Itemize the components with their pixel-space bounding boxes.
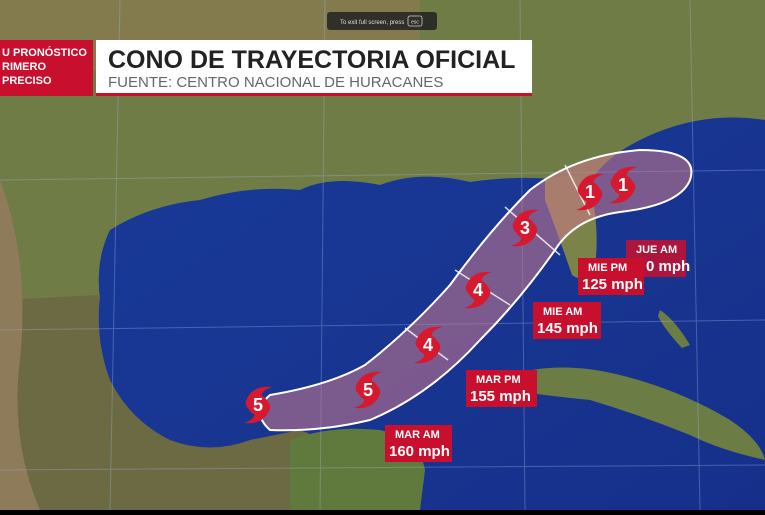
storm-category: 4 <box>473 280 483 300</box>
label-wind: 0 mph <box>646 258 690 275</box>
subtitle: FUENTE: CENTRO NACIONAL DE HURACANES <box>108 74 443 91</box>
storm-category: 5 <box>253 395 263 415</box>
fullscreen-notice <box>327 12 437 30</box>
land-bahamas <box>658 310 690 348</box>
label-wind: 125 mph <box>582 276 643 293</box>
hurricane-eye <box>580 182 600 202</box>
storm-marker: 4 <box>414 326 442 364</box>
land-mountains <box>0 180 40 510</box>
label-wind: 145 mph <box>537 320 598 337</box>
label-time: MIE AM <box>543 306 582 318</box>
label-time: MAR PM <box>476 374 521 386</box>
hurricane-eye <box>418 335 438 355</box>
storm-marker: 5 <box>354 371 382 409</box>
badge <box>0 40 93 96</box>
hurricane-eye <box>613 175 633 195</box>
forecast-labels: JUE AM 0 mph MAR AM 160 mph MAR PM 155 mph MIE… <box>385 240 690 462</box>
label-box <box>385 425 452 462</box>
storm-marker: 5 <box>244 386 272 424</box>
storm-category: 5 <box>363 380 373 400</box>
storm-category: 1 <box>585 182 595 202</box>
storm-marker: 3 <box>511 209 539 247</box>
label-time: MIE PM <box>588 262 627 274</box>
hurricane-eye <box>358 380 378 400</box>
storm-markers: 5 5 4 4 3 1 1 <box>244 166 637 424</box>
storm-marker: 1 <box>576 173 604 211</box>
label-box <box>578 258 644 295</box>
badge-line: PRECISO <box>2 75 52 87</box>
label-box <box>533 302 601 339</box>
storm-marker: 4 <box>464 271 492 309</box>
label-time: JUE AM <box>636 244 677 256</box>
fullscreen-text: To exit full screen, press <box>340 20 404 26</box>
badge-line: RIMERO <box>2 61 46 73</box>
hurricane-eye <box>515 218 535 238</box>
title-box <box>96 40 532 96</box>
esc-key <box>407 15 423 27</box>
badge-line: U PRONÓSTICO <box>2 46 87 59</box>
land-mexico <box>0 295 345 510</box>
storm-category: 4 <box>423 335 433 355</box>
storm-category: 3 <box>520 218 530 238</box>
title: CONO DE TRAYECTORIA OFICIAL <box>108 46 515 74</box>
label-wind: 155 mph <box>470 388 531 405</box>
label-wind: 160 mph <box>389 443 450 460</box>
esc-key-label: esc <box>411 20 419 26</box>
storm-marker: 1 <box>609 166 637 204</box>
storm-category: 1 <box>618 175 628 195</box>
hurricane-eye <box>468 280 488 300</box>
label-box <box>466 370 537 407</box>
title-underline <box>96 93 532 96</box>
label-time: MAR AM <box>395 429 440 441</box>
land-cuba <box>510 367 765 460</box>
hurricane-eye <box>248 395 268 415</box>
